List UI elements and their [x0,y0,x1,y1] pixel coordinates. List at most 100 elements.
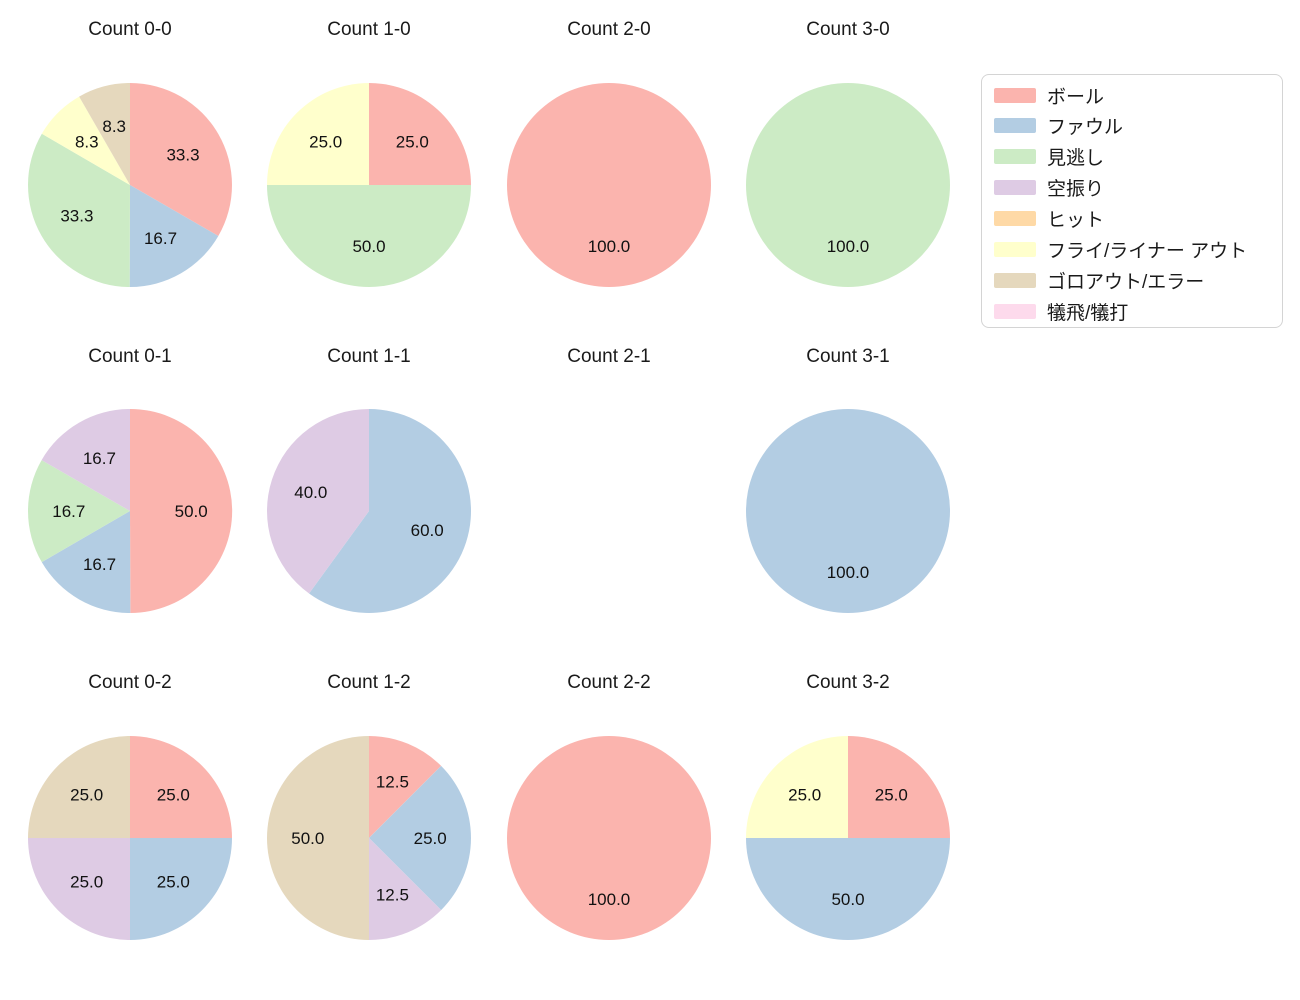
slice-percent-label: 50.0 [291,829,324,848]
pie-slice-ball [848,736,950,838]
pie-slice-foul [129,185,219,288]
chart-title-count-2-2: Count 2-2 [567,672,651,693]
legend-label-ground-out-error: ゴロアウト/エラー [1047,271,1205,293]
pie-slice-swinging-strike [369,838,442,940]
legend-swatch-fly-liner-out [994,242,1036,257]
pie-count-1-1: 60.0 40.0 [267,409,472,613]
pie-count-0-2: 25.0 25.0 25.0 25.0 [28,736,232,940]
pie-slice-ball [130,736,232,838]
slice-percent-label: 50.0 [831,890,864,909]
slice-percent-label: 100.0 [588,890,631,909]
pie-slice-fly-liner-out [41,96,130,185]
legend-item-hit: ヒット [994,208,1105,232]
pie-count-0-1: 50.0 16.7 16.7 16.7 [27,408,233,614]
legend-item-ground-out-error: ゴロアウト/エラー [994,269,1205,293]
slice-percent-label: 16.7 [52,502,85,521]
pie-count-3-2: 25.0 50.0 25.0 [746,736,950,940]
pie-slice-fly-liner-out [267,83,369,185]
pie-count-1-0: 25.0 50.0 25.0 [267,83,471,287]
pie-slice-ground-out-error [79,83,130,185]
legend-item-fly-liner-out: フライ/ライナー アウト [994,239,1248,262]
legend-item-swinging-strike: 空振り [994,177,1105,201]
pie-count-0-0: 33.3 16.7 33.3 8.38.3 [28,83,232,288]
chart-title-count-0-2: Count 0-2 [88,672,172,693]
legend-swatch-called-strike [994,149,1036,165]
pie-slice-swinging-strike [267,409,369,594]
slice-percent-label: 33.3 [166,145,199,164]
slice-percent-label: 25.0 [414,829,447,848]
slice-percent-label: 8.3 [75,133,99,152]
slice-percent-label: 8.3 [102,117,126,136]
slice-percent-label: 25.0 [157,872,190,891]
legend-swatch-sacrifice [994,303,1036,319]
chart-title-count-1-2: Count 1-2 [327,672,411,693]
legend-swatch-swinging-strike [994,180,1036,196]
pie-slice-ball [130,83,232,236]
legend-swatch-hit [994,211,1036,227]
legend-label-fly-liner-out: フライ/ライナー アウト [1047,241,1248,262]
slice-percent-label: 50.0 [175,502,208,521]
slice-percent-label: 100.0 [827,563,870,582]
slice-percent-label: 25.0 [70,872,103,891]
chart-title-count-0-1: Count 0-1 [88,346,172,367]
pie-slice-called-strike [27,460,131,563]
legend-swatch-foul [994,118,1036,134]
legend-swatch-ground-out-error [994,272,1036,288]
pie-count-3-0: 100.0 [746,83,950,287]
pie-slice-ball [369,736,442,838]
legend-label-hit: ヒット [1047,210,1105,232]
pie-slice-foul [41,511,131,614]
pie-count-3-1: 100.0 [746,409,950,613]
slice-percent-label: 33.3 [60,206,93,225]
chart-title-count-3-0: Count 3-0 [806,19,890,40]
pie-slice-ball [507,736,711,940]
slice-percent-label: 100.0 [827,237,870,256]
legend-label-sacrifice: 犠飛/犠打 [1047,302,1129,324]
legend-label-ball: ボール [1047,86,1105,108]
slice-percent-label: 25.0 [875,786,908,805]
chart-title-count-3-1: Count 3-1 [806,346,890,367]
slice-percent-label: 25.0 [788,786,821,805]
chart-title-count-1-1: Count 1-1 [327,346,411,367]
legend-label-called-strike: 見逃し [1047,148,1105,170]
pie-slice-fly-liner-out [746,736,848,838]
chart-title-count-2-1: Count 2-1 [567,346,651,367]
legend-swatch-ball [994,87,1036,103]
chart-title-count-2-0: Count 2-0 [567,19,651,40]
slice-percent-label: 25.0 [396,133,429,152]
pie-slice-called-strike [28,133,130,287]
slice-percent-label: 16.7 [83,449,116,468]
legend-item-foul: ファウル [994,115,1124,139]
pie-count-1-2: 12.5 25.0 12.5 50.0 [267,736,471,940]
pie-slice-foul [130,838,232,940]
slice-percent-label: 40.0 [294,483,327,502]
chart-title-count-1-0: Count 1-0 [327,19,411,40]
legend-label-foul: ファウル [1047,117,1124,139]
pie-slice-ground-out-error [267,736,369,940]
slice-percent-label: 12.5 [376,885,409,904]
slice-percent-label: 100.0 [588,237,631,256]
pie-slice-ball [507,83,711,287]
legend-item-ball: ボール [994,84,1105,108]
slice-percent-label: 50.0 [352,237,385,256]
pie-slice-swinging-strike [41,409,130,511]
legend-item-sacrifice: 犠飛/犠打 [994,300,1129,324]
slice-percent-label: 25.0 [70,786,103,805]
slice-percent-label: 25.0 [309,133,342,152]
legend-item-called-strike: 見逃し [994,146,1105,170]
chart-title-count-3-2: Count 3-2 [806,672,890,693]
pie-slice-foul [309,409,472,613]
pie-slice-foul [746,838,950,940]
slice-percent-label: 16.7 [83,555,116,574]
slice-percent-label: 25.0 [157,786,190,805]
legend-label-swinging-strike: 空振り [1047,179,1105,201]
pie-slice-swinging-strike [28,838,130,940]
pie-slice-foul [369,765,471,911]
pie-slice-foul [746,409,950,613]
pie-slice-called-strike [746,83,950,287]
slice-percent-label: 16.7 [144,229,177,248]
pie-slice-called-strike [267,185,471,287]
legend: ボールファウル見逃し空振りヒットフライ/ライナー アウト ゴロアウト/エラー 犠飛/… [981,74,1283,328]
slice-percent-label: 12.5 [376,772,409,791]
